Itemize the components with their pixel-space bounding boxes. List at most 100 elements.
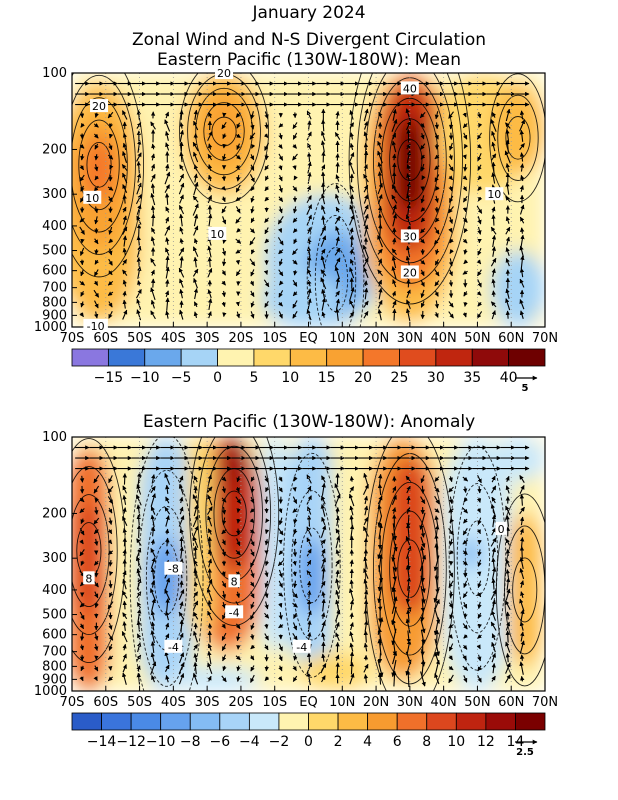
colorbar-label: −15 — [94, 370, 124, 386]
x-tick-label: 60N — [498, 695, 524, 710]
colorbar-swatch — [130, 712, 162, 731]
x-tick-label: 20S — [229, 695, 254, 710]
anomaly-panel: 70S 60S 50S 40S 30S 20S 10S EQ 10N 20N 30N 40N 50N 60… — [34, 430, 558, 758]
x-tick-label: 60S — [93, 331, 118, 346]
colorbar-swatch — [219, 712, 250, 731]
colorbar-label: 20 — [354, 370, 372, 386]
svg-text:10: 10 — [487, 188, 501, 201]
colorbar-label: 10 — [447, 734, 465, 750]
contour-label: 8 — [83, 571, 95, 585]
y-tick-label: 200 — [42, 142, 67, 157]
colorbar-swatch — [253, 348, 291, 367]
y-tick-label: 100 — [42, 66, 67, 81]
colorbar-label: −10 — [130, 370, 160, 386]
colorbar-swatch — [160, 712, 191, 731]
colorbar-swatch — [278, 712, 309, 731]
x-tick-label: 60N — [498, 331, 524, 346]
colorbar-swatch — [435, 348, 473, 367]
svg-text:20: 20 — [217, 67, 231, 80]
colorbar-swatch — [217, 348, 255, 367]
svg-text:-4: -4 — [296, 641, 307, 654]
colorbar-label: 40 — [500, 370, 518, 386]
svg-text:-4: -4 — [168, 641, 179, 654]
anomaly-colorbar: −14 −12 −10 −8 −6 −4 −2 0 2 4 6 8 10 12 14 — [71, 712, 546, 750]
colorbar-label: 8 — [422, 734, 431, 750]
colorbar-swatch — [289, 348, 328, 367]
y-tick-label: 300 — [42, 551, 67, 566]
svg-text:-10: -10 — [87, 320, 105, 333]
x-tick-label: 50S — [127, 695, 152, 710]
colorbar-label: 0 — [304, 734, 313, 750]
anomaly-contour-labels: 8 -8 8 -4 -4 -4 0 — [83, 521, 507, 654]
contour-label: -4 — [225, 605, 244, 619]
contour-label: 10 — [208, 226, 227, 241]
y-tick-label: 1000 — [34, 684, 67, 699]
colorbar-label: 0 — [213, 370, 222, 386]
panel2-title: Eastern Pacific (130W-180W): Anomaly — [143, 412, 475, 432]
x-tick-label: 10S — [262, 331, 287, 346]
y-tick-label: 500 — [42, 244, 67, 259]
colorbar-swatch — [71, 348, 109, 367]
contour-label: -8 — [164, 561, 183, 576]
x-tick-label: 30S — [195, 695, 220, 710]
contour-label: -4 — [292, 639, 311, 654]
main-title: January 2024 — [251, 3, 365, 23]
y-tick-label: 500 — [42, 608, 67, 623]
x-tick-label: 20N — [363, 331, 389, 346]
colorbar-swatch — [107, 348, 146, 367]
y-tick-label: 1000 — [34, 320, 67, 335]
contour-label: -4 — [164, 639, 183, 654]
svg-text:10: 10 — [85, 192, 99, 205]
mean-contour-labels: 20 20 40 10 10 -10 30 20 10 — [83, 66, 504, 333]
y-tick-label: 600 — [42, 628, 67, 643]
y-tick-label: 700 — [42, 645, 67, 660]
colorbar-swatch — [248, 712, 280, 731]
x-tick-label: 50N — [464, 695, 490, 710]
anomaly-vector-reference: 2.5 — [515, 739, 538, 758]
colorbar-label: −10 — [146, 734, 176, 750]
svg-text:10: 10 — [210, 228, 224, 241]
colorbar-label: 2 — [334, 734, 343, 750]
contour-label: 20 — [215, 66, 234, 80]
colorbar-swatch — [189, 712, 221, 731]
colorbar-swatch — [337, 712, 369, 731]
x-tick-label: 20S — [229, 331, 254, 346]
colorbar-label: 10 — [281, 370, 299, 386]
x-tick-label: 50N — [464, 331, 490, 346]
contour-label: 10 — [83, 190, 102, 205]
svg-text:20: 20 — [403, 266, 417, 279]
colorbar-swatch — [471, 348, 510, 367]
y-tick-label: 400 — [42, 219, 67, 234]
contour-label: 0 — [495, 521, 507, 536]
svg-text:8: 8 — [85, 572, 92, 585]
svg-text:40: 40 — [403, 82, 417, 95]
colorbar-label: 25 — [391, 370, 409, 386]
colorbar-label: −2 — [269, 734, 290, 750]
colorbar-swatch — [455, 712, 487, 731]
y-tick-label: 100 — [42, 430, 67, 445]
x-tick-label: 40N — [431, 695, 457, 710]
x-tick-label: 10N — [329, 331, 355, 346]
x-tick-label: 40N — [431, 331, 457, 346]
mean-x-axis: 70S 60S 50S 40S 30S 20S 10S EQ 10N 20N 30N 40N 50N 60… — [60, 322, 558, 346]
mean-vector-reference: 5 — [515, 375, 538, 394]
colorbar-label: 5 — [249, 370, 258, 386]
colorbar-label: −14 — [87, 734, 117, 750]
x-tick-label: 50S — [127, 331, 152, 346]
colorbar-swatch — [362, 348, 400, 367]
contour-label: 10 — [485, 187, 504, 201]
colorbar-label: −5 — [171, 370, 192, 386]
colorbar-swatch — [367, 712, 398, 731]
colorbar-swatch — [144, 348, 182, 367]
x-tick-label: 60S — [93, 695, 118, 710]
contour-label: 30 — [400, 229, 419, 243]
svg-text:20: 20 — [92, 100, 106, 113]
svg-text:8: 8 — [231, 575, 238, 588]
svg-text:0: 0 — [498, 523, 505, 536]
colorbar-label: 35 — [463, 370, 481, 386]
contour-label: 20 — [90, 99, 109, 113]
y-tick-label: 600 — [42, 264, 67, 279]
y-tick-label: 700 — [42, 281, 67, 296]
